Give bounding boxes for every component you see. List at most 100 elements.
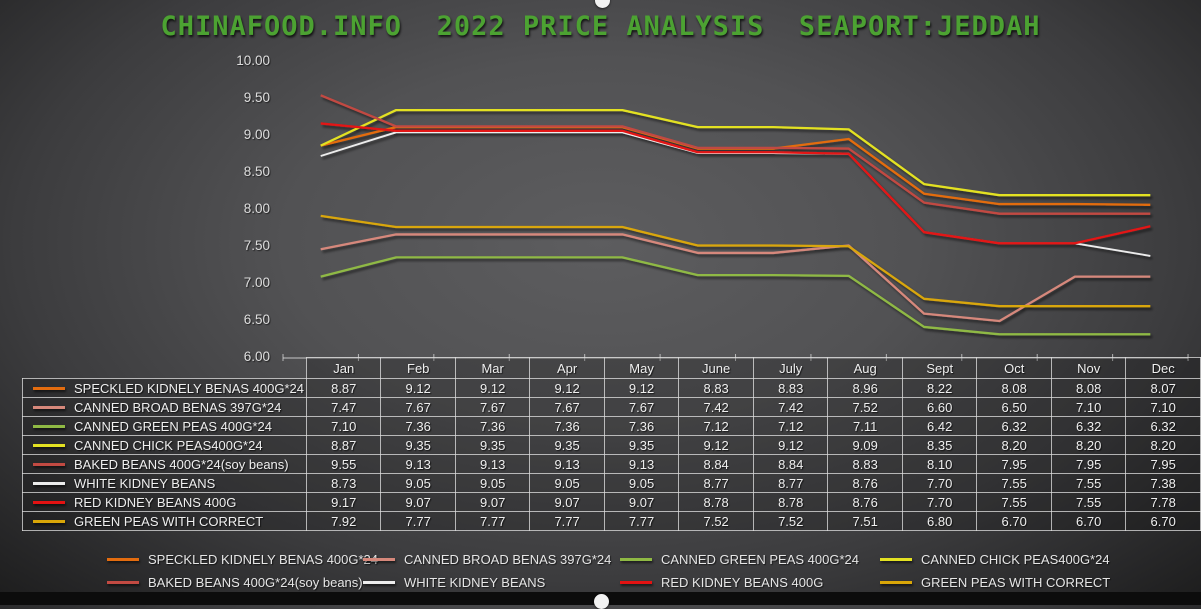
series-color-swatch <box>33 424 65 428</box>
value-cell: 6.80 <box>901 511 978 531</box>
value-cell: 7.95 <box>1125 454 1201 474</box>
value-cell: 9.13 <box>380 454 456 474</box>
value-cell: 9.09 <box>827 435 903 455</box>
y-tick-label: 9.00 <box>243 127 270 142</box>
value-cell: 7.70 <box>901 492 978 512</box>
legend-label: RED KIDNEY BEANS 400G <box>661 575 824 590</box>
table-month-header: Apr <box>529 357 605 379</box>
table-month-header: Mar <box>454 357 531 379</box>
value-cell: 8.83 <box>752 378 829 398</box>
value-cell: 7.95 <box>976 454 1052 474</box>
series-name: CANNED BROAD BENAS 397G*24 <box>74 399 282 415</box>
legend-label: SPECKLED KIDNELY BENAS 400G*24 <box>148 552 379 567</box>
value-cell: 6.70 <box>1125 511 1201 531</box>
legend-item[interactable]: CANNED GREEN PEAS 400G*24 <box>620 552 859 567</box>
value-cell: 8.87 <box>306 435 382 455</box>
value-cell: 8.76 <box>827 473 903 493</box>
table-row: WHITE KIDNEY BEANS 8.73 9.05 9.05 9.05 9.05 8.… <box>21 473 1201 493</box>
table-month-header: June <box>678 357 754 379</box>
series-line[interactable] <box>320 256 1151 336</box>
value-cell: 7.67 <box>380 397 456 417</box>
legend-item[interactable]: CANNED BROAD BENAS 397G*24 <box>363 552 611 567</box>
table-row: BAKED BEANS 400G*24(soy beans) 9.55 9.13 9.… <box>21 454 1201 474</box>
value-cell: 6.42 <box>901 416 978 436</box>
legend-color-swatch <box>363 558 395 561</box>
value-cell: 7.55 <box>976 492 1052 512</box>
series-name: BAKED BEANS 400G*24(soy beans) <box>74 456 289 472</box>
value-cell: 8.73 <box>306 473 382 493</box>
value-cell: 8.83 <box>678 378 754 398</box>
legend-item[interactable]: SPECKLED KIDNELY BENAS 400G*24 <box>107 552 378 567</box>
value-cell: 7.78 <box>1125 492 1201 512</box>
legend-item[interactable]: BAKED BEANS 400G*24(soy beans) <box>107 575 363 590</box>
table-corner-cell <box>23 358 307 379</box>
chart-selection-handle-top[interactable] <box>595 0 610 8</box>
value-cell: 9.35 <box>529 435 605 455</box>
value-cell: 9.12 <box>380 378 456 398</box>
value-cell: 7.10 <box>306 416 382 436</box>
series-line[interactable] <box>320 125 1151 206</box>
table-month-header: Oct <box>976 357 1052 379</box>
series-label-cell: CANNED CHICK PEAS400G*24 <box>21 435 308 455</box>
value-cell: 9.12 <box>678 435 754 455</box>
y-tick-label: 6.50 <box>243 312 270 327</box>
series-label-cell: CANNED BROAD BENAS 397G*24 <box>21 397 308 417</box>
series-color-swatch <box>33 500 65 504</box>
value-cell: 9.07 <box>454 492 531 512</box>
series-name: RED KIDNEY BEANS 400G <box>74 494 237 510</box>
value-cell: 7.10 <box>1125 397 1201 417</box>
series-name: GREEN PEAS WITH CORRECT <box>74 513 264 529</box>
value-cell: 9.07 <box>380 492 456 512</box>
value-cell: 9.13 <box>529 454 605 474</box>
legend-item[interactable]: GREEN PEAS WITH CORRECT <box>880 575 1110 590</box>
series-line[interactable] <box>320 122 1151 245</box>
value-cell: 9.35 <box>380 435 456 455</box>
series-color-swatch <box>33 519 65 523</box>
data-table: Jan Feb Mar Apr May June July Aug Sept Oct Nov Dec … <box>21 357 1201 531</box>
value-cell: 7.36 <box>529 416 605 436</box>
series-color-swatch <box>33 462 65 466</box>
value-cell: 7.92 <box>306 511 382 531</box>
table-month-header: Aug <box>827 357 903 379</box>
series-line[interactable] <box>320 108 1151 197</box>
value-cell: 7.11 <box>827 416 903 436</box>
value-cell: 6.32 <box>1050 416 1127 436</box>
value-cell: 7.77 <box>529 511 605 531</box>
value-cell: 8.78 <box>678 492 754 512</box>
series-line[interactable] <box>320 214 1151 308</box>
value-cell: 8.08 <box>1050 378 1127 398</box>
series-label-cell: WHITE KIDNEY BEANS <box>21 473 308 493</box>
series-line[interactable] <box>320 94 1151 215</box>
legend-item[interactable]: CANNED CHICK PEAS400G*24 <box>880 552 1110 567</box>
y-tick-label: 7.00 <box>243 275 270 290</box>
series-name: CANNED CHICK PEAS400G*24 <box>74 437 263 453</box>
table-month-header: July <box>752 357 829 379</box>
table-month-header: Dec <box>1125 357 1201 379</box>
value-cell: 7.36 <box>380 416 456 436</box>
value-cell: 9.55 <box>306 454 382 474</box>
table-row: GREEN PEAS WITH CORRECT 7.92 7.77 7.77 7.77 7… <box>21 511 1201 531</box>
value-cell: 9.12 <box>454 378 531 398</box>
value-cell: 8.22 <box>901 378 978 398</box>
value-cell: 8.84 <box>678 454 754 474</box>
value-cell: 8.77 <box>678 473 754 493</box>
legend-item[interactable]: WHITE KIDNEY BEANS <box>363 575 545 590</box>
table-row: CANNED BROAD BENAS 397G*24 7.47 7.67 7.67 7.… <box>21 397 1201 417</box>
value-cell: 7.52 <box>678 511 754 531</box>
legend-label: BAKED BEANS 400G*24(soy beans) <box>148 575 363 590</box>
value-cell: 6.60 <box>901 397 978 417</box>
value-cell: 8.20 <box>1050 435 1127 455</box>
legend-color-swatch <box>107 558 139 561</box>
legend-item[interactable]: RED KIDNEY BEANS 400G <box>620 575 823 590</box>
legend-color-swatch <box>880 558 912 561</box>
series-line[interactable] <box>320 233 1151 323</box>
y-tick-label: 10.00 <box>236 53 270 68</box>
value-cell: 8.20 <box>976 435 1052 455</box>
legend-color-swatch <box>620 581 652 584</box>
value-cell: 8.78 <box>752 492 829 512</box>
chart-selection-handle-bottom[interactable] <box>594 594 609 609</box>
value-cell: 7.10 <box>1050 397 1127 417</box>
value-cell: 8.10 <box>901 454 978 474</box>
value-cell: 8.20 <box>1125 435 1201 455</box>
legend-label: CANNED GREEN PEAS 400G*24 <box>661 552 859 567</box>
